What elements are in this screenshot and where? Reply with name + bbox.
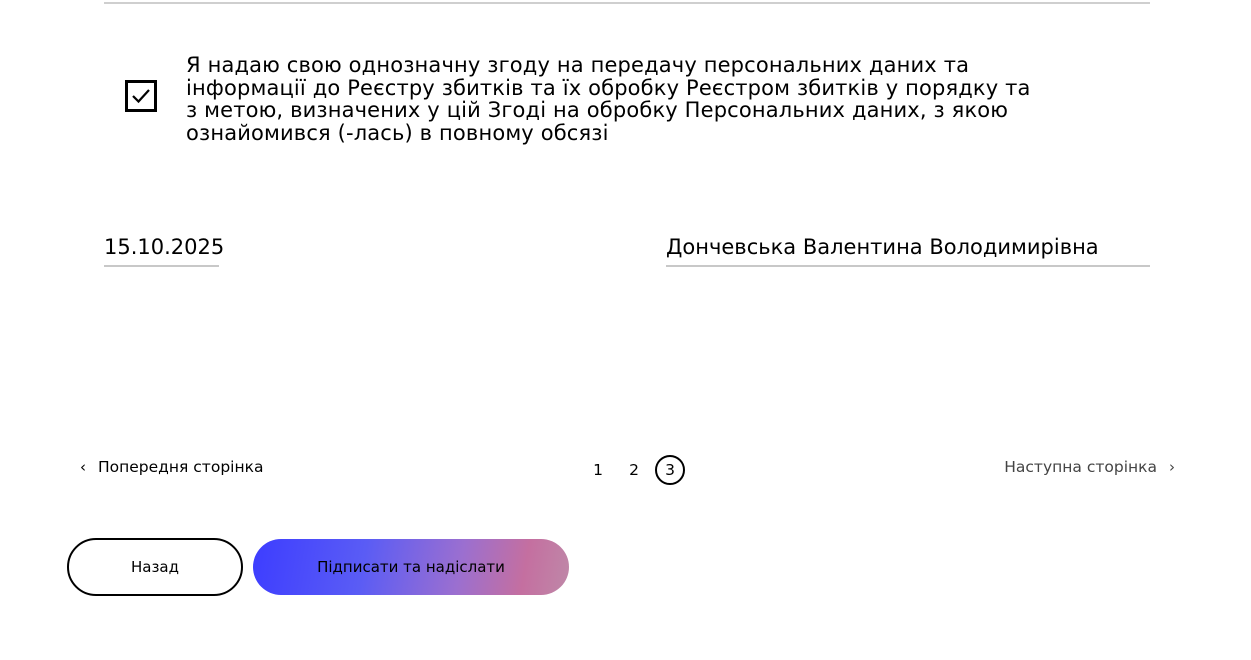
signature-date: 15.10.2025 <box>104 232 224 267</box>
next-page-link[interactable]: Наступна сторінка › <box>1004 458 1175 476</box>
divider <box>104 2 1150 4</box>
consent-line: інформації до Реєстру збитків та їх обро… <box>186 75 1031 100</box>
consent-line: ознайомився (-лась) в повному обсязі <box>186 120 609 145</box>
checkmark-icon <box>132 89 150 104</box>
previous-page-label: Попередня сторінка <box>98 458 264 476</box>
consent-line: з метою, визначених у цій Згоді на оброб… <box>186 98 1009 122</box>
pagination: 1 2 3 <box>583 455 685 485</box>
page-3-current[interactable]: 3 <box>655 455 685 485</box>
page-2[interactable]: 2 <box>629 461 639 479</box>
previous-page-link[interactable]: ‹ Попередня сторінка <box>80 458 263 476</box>
chevron-left-icon: ‹ <box>80 458 86 476</box>
signatory-name: Дончевська Валентина Володимирівна <box>666 232 1150 267</box>
sign-and-submit-button[interactable]: Підписати та надіслати <box>253 539 569 595</box>
consent-line: Я надаю свою однозначну згоду на передач… <box>186 53 970 77</box>
next-page-label: Наступна сторінка <box>1004 458 1157 476</box>
consent-text: Я надаю свою однозначну згоду на передач… <box>186 54 1031 144</box>
chevron-right-icon: › <box>1169 458 1175 476</box>
page-1[interactable]: 1 <box>593 461 603 479</box>
consent-checkbox[interactable] <box>125 80 157 112</box>
back-button[interactable]: Назад <box>67 538 243 596</box>
